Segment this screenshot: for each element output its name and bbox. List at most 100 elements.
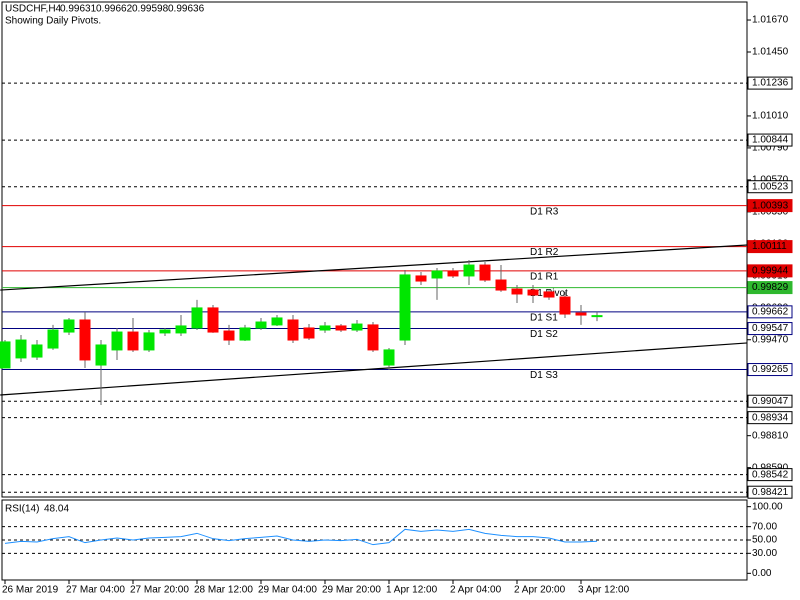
y-tick-label: 0.00 xyxy=(752,568,772,579)
level-box xyxy=(747,394,793,408)
level-box xyxy=(747,322,793,336)
x-tick-label: 27 Mar 04:00 xyxy=(66,585,125,596)
rsi-panel: 100.00 70.00 50.00 30.00 0.00 xyxy=(2,501,783,579)
candle-body xyxy=(127,331,139,351)
level-name: D1 R3 xyxy=(530,206,559,217)
candle-body xyxy=(47,329,59,349)
y-tick-label: 30.00 xyxy=(752,548,777,559)
level-value: 0.99047 xyxy=(752,396,789,407)
candle-body xyxy=(271,317,283,326)
candle-body xyxy=(239,327,251,341)
candle-body xyxy=(447,270,459,277)
main-panel: 1.016701.014501.012301.010101.007901.005… xyxy=(0,15,793,499)
y-tick-label: 100.00 xyxy=(752,501,783,512)
x-tick-label: 27 Mar 20:00 xyxy=(130,585,189,596)
level-value: 0.99829 xyxy=(752,282,789,293)
candle-body xyxy=(527,289,539,296)
candle-body xyxy=(591,315,603,318)
quote-value: 0.99631 xyxy=(60,4,97,15)
y-tick-label: 0.99470 xyxy=(752,334,789,345)
y-tick-label: 1.01010 xyxy=(752,111,789,122)
candle-body xyxy=(31,344,43,358)
level-value: 0.99662 xyxy=(752,306,789,317)
y-tick-label: 1.00570 xyxy=(752,175,789,186)
level-box xyxy=(747,180,793,194)
candle-body xyxy=(0,341,11,369)
rsi-line xyxy=(4,528,598,546)
candle-body xyxy=(511,288,523,295)
symbol: USDCHF,H4 xyxy=(5,4,62,15)
quote-value: 0.99598 xyxy=(132,4,169,15)
rsi-title: RSI(14) xyxy=(5,504,39,515)
subtitle: Showing Daily Pivots. xyxy=(5,16,101,27)
trendline xyxy=(0,342,748,396)
candle-body xyxy=(351,323,363,331)
level-box xyxy=(747,76,793,90)
quote-value: 0.99636 xyxy=(168,4,205,15)
rsi-current: 48.04 xyxy=(44,504,69,515)
level-value: 0.99547 xyxy=(752,323,789,334)
candle-body xyxy=(79,319,91,361)
candle-body xyxy=(287,319,299,341)
candle-body xyxy=(143,332,155,351)
level-value: 0.98421 xyxy=(752,487,789,498)
y-tick-label: 1.01670 xyxy=(752,15,789,26)
candle-body xyxy=(175,325,187,334)
candle-body xyxy=(559,296,571,315)
candle-body xyxy=(319,325,331,331)
candle-body xyxy=(159,329,171,334)
candle-body xyxy=(495,279,507,291)
candle-body xyxy=(15,339,27,359)
y-tick-label: 50.00 xyxy=(752,535,777,546)
y-tick-label: 1.00790 xyxy=(752,143,789,154)
candle-body xyxy=(543,291,555,298)
level-name: D1 R2 xyxy=(530,247,559,258)
x-tick-label: 3 Apr 12:00 xyxy=(578,585,630,596)
level-value: 0.99265 xyxy=(752,364,789,375)
level-value: 0.98542 xyxy=(752,469,789,480)
quote-value: 0.99662 xyxy=(96,4,133,15)
level-box xyxy=(747,363,793,377)
candle-body xyxy=(63,319,75,333)
level-value: 0.99944 xyxy=(752,266,789,277)
level-name: D1 R1 xyxy=(530,272,559,283)
level-box xyxy=(747,305,793,319)
level-name: D1 S3 xyxy=(530,370,558,381)
y-tick-label: 1.01450 xyxy=(752,47,789,58)
candle-body xyxy=(463,264,475,277)
candle-body xyxy=(415,275,427,282)
level-name: D1 S2 xyxy=(530,329,558,340)
trendline xyxy=(0,244,748,291)
level-box xyxy=(747,411,793,425)
candle-body xyxy=(367,324,379,351)
level-value: 1.00111 xyxy=(752,241,787,252)
level-box xyxy=(747,133,793,147)
level-box xyxy=(747,240,793,254)
candle-body xyxy=(575,312,587,316)
x-tick-label: 26 Mar 2019 xyxy=(2,585,59,596)
x-tick-label: 2 Apr 20:00 xyxy=(514,585,566,596)
candle-body xyxy=(399,274,411,341)
y-tick-label: 70.00 xyxy=(752,521,777,532)
level-name: D1 S1 xyxy=(530,312,558,323)
level-value: 1.00844 xyxy=(752,135,789,146)
level-box xyxy=(747,264,793,278)
x-tick-label: 29 Mar 04:00 xyxy=(258,585,317,596)
candle-body xyxy=(303,327,315,339)
candle-body xyxy=(255,321,267,329)
candle-body xyxy=(431,270,443,279)
x-tick-label: 2 Apr 04:00 xyxy=(450,585,502,596)
x-tick-label: 29 Mar 20:00 xyxy=(322,585,381,596)
candle-body xyxy=(95,344,107,366)
level-box xyxy=(747,468,793,482)
y-tick-label: 0.98590 xyxy=(752,462,789,473)
level-box xyxy=(747,485,793,499)
candle-body xyxy=(335,325,347,331)
y-tick-label: 0.98810 xyxy=(752,430,789,441)
x-tick-label: 1 Apr 12:00 xyxy=(386,585,438,596)
candle-body xyxy=(223,330,235,341)
candle-body xyxy=(383,349,395,366)
level-value: 0.98934 xyxy=(752,412,789,423)
candle-body xyxy=(111,331,123,351)
